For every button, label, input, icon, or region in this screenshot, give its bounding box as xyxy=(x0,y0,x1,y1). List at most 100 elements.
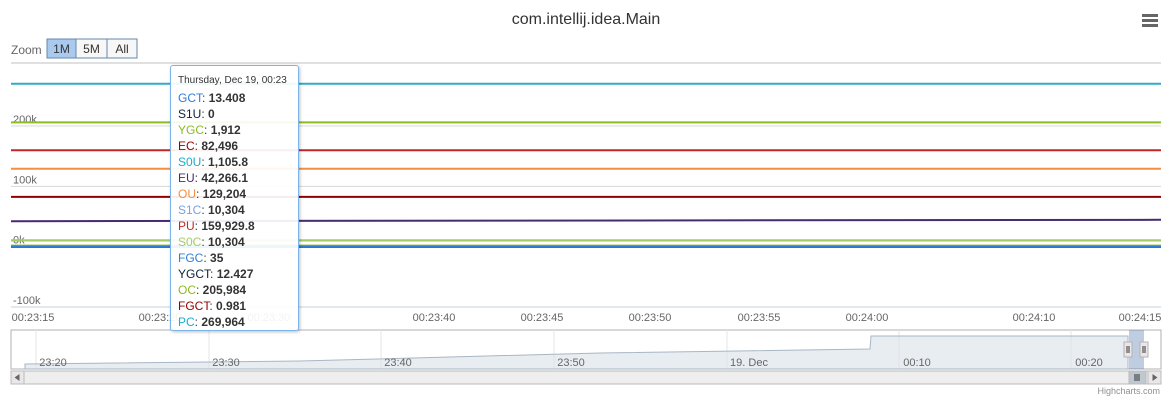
zoom-label: Zoom xyxy=(11,43,42,57)
scroll-right-arrow-icon xyxy=(1152,374,1158,381)
x-tick-label: 00:24:10 xyxy=(1013,312,1056,324)
tooltip-separator: : xyxy=(194,219,202,233)
scroll-left-arrow-icon xyxy=(14,374,20,381)
scrollbar-left-button[interactable] xyxy=(10,370,25,385)
tooltip-separator: : xyxy=(204,123,211,137)
tooltip-separator: : xyxy=(196,283,203,297)
tooltip-rows: GCT: 13.408 S1U: 0 YGC: 1,912 EC: 82,496 S0U… xyxy=(178,90,298,330)
x-tick-label: 00:23:50 xyxy=(629,312,672,324)
zoom-button-1m-label: 1M xyxy=(53,42,70,56)
tooltip-series-value: 1,105.8 xyxy=(208,155,249,169)
tooltip-separator: : xyxy=(210,267,217,281)
tooltip-series-name: OC xyxy=(178,283,196,297)
tooltip-row: S0U: 1,105.8 xyxy=(178,154,298,170)
tooltip-series-name: EU xyxy=(178,171,195,185)
tooltip-row: S1C: 10,304 xyxy=(178,202,298,218)
tooltip-series-name: YGC xyxy=(178,123,205,137)
tooltip-series-name: EC xyxy=(178,139,195,153)
navigator-tick-label: 23:20 xyxy=(39,357,67,369)
x-tick-label: 00:24:00 xyxy=(846,312,889,324)
tooltip-series-value: 269,964 xyxy=(201,315,245,329)
tooltip-row: OC: 205,984 xyxy=(178,282,298,298)
tooltip-separator: : xyxy=(201,203,209,217)
navigator[interactable]: 23:20 23:30 23:40 23:50 19. Dec 00:10 00:20 xyxy=(10,329,1162,370)
navigator-left-handle[interactable] xyxy=(1123,341,1133,358)
zoom-button-all-label: All xyxy=(115,42,128,56)
tooltip-series-value: 42,266.1 xyxy=(201,171,249,185)
tooltip-row: FGCT: 0.981 xyxy=(178,298,298,314)
tooltip-series-name: S1C xyxy=(178,203,202,217)
tooltip-series-name: PC xyxy=(178,315,195,329)
tooltip-row: S1U: 0 xyxy=(178,106,298,122)
navigator-right-handle[interactable] xyxy=(1139,341,1149,358)
tooltip-series-value: 0.981 xyxy=(216,299,247,313)
menu-button[interactable] xyxy=(1138,10,1162,32)
navigator-tick-label: 00:10 xyxy=(903,357,931,369)
tooltip-row: YGCT: 12.427 xyxy=(178,266,298,282)
tooltip-row: EU: 42,266.1 xyxy=(178,170,298,186)
tooltip-series-value: 35 xyxy=(210,251,224,265)
navigator-tick-label: 23:30 xyxy=(212,357,240,369)
tooltip: Thursday, Dec 19, 00:23 GCT: 13.408 S1U: … xyxy=(170,65,299,331)
tooltip-series-name: YGCT xyxy=(178,267,211,281)
navigator-series-area xyxy=(24,335,1129,370)
tooltip-separator: : xyxy=(201,155,209,169)
tooltip-series-value: 129,204 xyxy=(202,187,247,201)
tooltip-separator: : xyxy=(194,171,202,185)
tooltip-row: FGC: 35 xyxy=(178,250,298,266)
x-tick-label: 00:23:55 xyxy=(738,312,781,324)
navigator-tick-label: 23:40 xyxy=(384,357,412,369)
tooltip-series-value: 205,984 xyxy=(202,283,247,297)
credits-link[interactable]: Highcharts.com xyxy=(1097,386,1160,396)
tooltip-row: YGC: 1,912 xyxy=(178,122,298,138)
tooltip-separator: : xyxy=(196,187,203,201)
tooltip-series-value: 12.427 xyxy=(216,267,254,281)
navigator-tick-label: 00:20 xyxy=(1075,357,1103,369)
tooltip-series-name: S1U xyxy=(178,107,202,121)
tooltip-separator: : xyxy=(203,251,211,265)
tooltip-row: S0C: 10,304 xyxy=(178,234,298,250)
tooltip-series-value: 10,304 xyxy=(208,203,245,217)
y-tick-label: 100k xyxy=(13,174,37,186)
tooltip-series-name: OU xyxy=(178,187,196,201)
tooltip-row: PC: 269,964 xyxy=(178,314,298,330)
zoom-button-5m-label: 5M xyxy=(83,42,100,56)
tooltip-separator: : xyxy=(201,235,209,249)
navigator-selected-range[interactable] xyxy=(1129,330,1144,369)
tooltip-series-name: S0U xyxy=(178,155,202,169)
tooltip-series-value: 0 xyxy=(208,107,215,121)
scrollbar[interactable] xyxy=(10,370,1162,385)
tooltip-series-name: GCT xyxy=(178,91,202,105)
tooltip-header: Thursday, Dec 19, 00:23 xyxy=(178,75,287,86)
tooltip-series-name: FGC xyxy=(178,251,204,265)
tooltip-separator: : xyxy=(202,91,209,105)
tooltip-separator: : xyxy=(194,315,202,329)
tooltip-series-value: 159,929.8 xyxy=(201,219,255,233)
tooltip-series-value: 10,304 xyxy=(208,235,245,249)
scrollbar-right-button[interactable] xyxy=(1147,370,1162,385)
tooltip-row: PU: 159,929.8 xyxy=(178,218,298,234)
zoom-button-all[interactable]: All xyxy=(106,38,138,59)
tooltip-separator: : xyxy=(194,139,202,153)
tooltip-series-value: 13.408 xyxy=(208,91,246,105)
y-tick-label: 200k xyxy=(13,114,37,126)
x-tick-label: 00:23:40 xyxy=(413,312,456,324)
navigator-tick-label: 19. Dec xyxy=(730,357,768,369)
hamburger-menu-icon xyxy=(1142,14,1158,27)
tooltip-series-value: 82,496 xyxy=(201,139,239,153)
navigator-axis-labels: 23:20 23:30 23:40 23:50 19. Dec 00:10 00:20 xyxy=(39,357,1103,369)
chart-title: com.intellij.idea.Main xyxy=(512,11,661,28)
y-tick-label: -100k xyxy=(13,295,41,307)
x-tick-label: 00:24:15 xyxy=(1119,312,1162,324)
tooltip-row: GCT: 13.408 xyxy=(178,90,298,106)
tooltip-series-name: FGCT xyxy=(178,299,210,313)
zoom-button-1m[interactable]: 1M xyxy=(46,38,77,59)
x-tick-label: 00:23:15 xyxy=(12,312,55,324)
tooltip-series-value: 1,912 xyxy=(210,123,241,137)
tooltip-separator: : xyxy=(209,299,217,313)
tooltip-row: EC: 82,496 xyxy=(178,138,298,154)
tooltip-series-name: PU xyxy=(178,219,195,233)
zoom-button-5m[interactable]: 5M xyxy=(75,38,108,59)
tooltip-separator: : xyxy=(201,107,209,121)
